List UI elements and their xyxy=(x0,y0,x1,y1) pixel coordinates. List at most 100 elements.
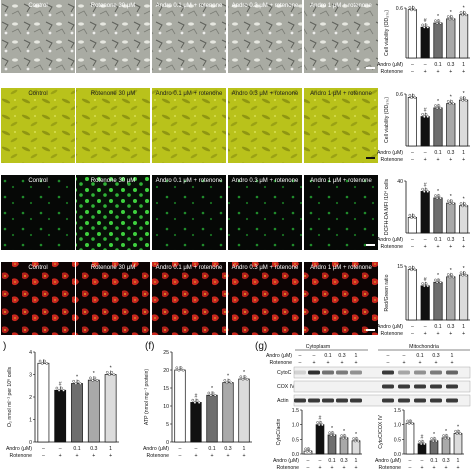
andro-row-label: Andro (μM) xyxy=(377,237,403,243)
data-point xyxy=(437,104,441,107)
data-point xyxy=(328,431,331,435)
sig-star: * xyxy=(457,424,459,430)
blot-andro-value: 0.3 xyxy=(432,353,439,359)
data-point xyxy=(421,282,424,285)
y-axis-label: Cell viability (OD₅₇₀) xyxy=(384,97,390,143)
blot-band xyxy=(430,370,442,375)
blot-band xyxy=(322,398,334,403)
andro-value: – xyxy=(411,324,414,330)
panel-letter-e: ) xyxy=(3,341,6,352)
bar-4 xyxy=(446,276,456,321)
micrograph-c-5: Andro 1 μM + rotenone xyxy=(304,175,378,250)
data-point xyxy=(243,375,247,379)
bottom-bar-charts: 0 1 2 3 4 O₂ nmol ml⁻¹ per 10⁶ cells # * * * Andro… xyxy=(6,350,464,471)
column-label: Andro 0.1 μM + rotenone xyxy=(156,178,223,184)
bar-1 xyxy=(407,97,417,147)
y-tick-label: 10 xyxy=(163,404,169,410)
data-point xyxy=(437,19,441,23)
data-point xyxy=(463,202,466,205)
sig-star: * xyxy=(450,10,452,16)
data-point xyxy=(241,377,245,381)
bar-3 xyxy=(327,434,337,455)
bar-2 xyxy=(315,424,325,455)
micrograph-c-3: Andro 0.1 μM + rotenone xyxy=(152,175,226,250)
data-point xyxy=(448,201,452,205)
data-point xyxy=(448,102,452,106)
rotenone-value: + xyxy=(424,69,427,75)
data-point xyxy=(430,437,433,440)
y-tick-label: 1.0 xyxy=(394,423,401,429)
sig-star: * xyxy=(437,189,439,195)
rotenone-value: + xyxy=(424,157,427,163)
rotenone-value: – xyxy=(409,465,412,471)
data-point xyxy=(452,275,455,279)
rotenone-row-label: Rotenone xyxy=(381,69,404,75)
y-tick-label: 2 xyxy=(29,395,32,401)
data-point xyxy=(93,376,97,380)
data-point xyxy=(459,432,462,435)
data-point xyxy=(225,381,229,385)
andro-value: 1 xyxy=(462,62,465,68)
column-label: Control xyxy=(28,91,47,97)
data-point xyxy=(435,439,438,443)
data-point xyxy=(459,96,463,100)
rotenone-row-label: Rotenone xyxy=(379,465,402,471)
bar-chart-a: 0.6 Cell viability (OD₅₇₀) # * * * Andro (μM)R… xyxy=(377,5,470,75)
andro-value: 0.1 xyxy=(73,446,80,452)
rotenone-value: + xyxy=(354,465,357,471)
data-point xyxy=(452,17,455,21)
andro-value: 1 xyxy=(462,237,465,243)
micrograph-d-3: Andro 0.1 μM + rotenone xyxy=(152,262,226,335)
bar-5 xyxy=(453,433,463,455)
andro-value: 0.1 xyxy=(328,458,335,464)
andro-value: 0.1 xyxy=(434,237,441,243)
data-point xyxy=(40,362,44,365)
sig-star: * xyxy=(343,429,345,435)
blot-band xyxy=(430,384,442,389)
blot-band xyxy=(350,370,362,375)
bar-3 xyxy=(433,107,443,147)
data-point xyxy=(352,437,355,440)
bar-4 xyxy=(441,437,451,455)
andro-value: – xyxy=(195,446,198,452)
data-point xyxy=(408,266,412,269)
column-label: Control xyxy=(28,178,47,184)
bar-2 xyxy=(54,389,67,443)
bar-chart-d: 15 Red/Green ratio # * * * Andro (μM)Rotenone –… xyxy=(377,264,470,337)
andro-row-label: Andro (μM) xyxy=(377,62,403,68)
data-point xyxy=(213,394,217,397)
rotenone-value: + xyxy=(436,157,439,163)
sig-hash: # xyxy=(424,18,427,24)
y-tick-label: 15 xyxy=(163,386,169,392)
andro-value: 0.3 xyxy=(447,237,454,243)
blot-band xyxy=(382,398,394,403)
rotenone-value: + xyxy=(342,465,345,471)
y-tick-label: 3 xyxy=(29,373,32,379)
sig-star: * xyxy=(437,273,439,279)
blot-band xyxy=(446,384,458,389)
bar-5 xyxy=(104,374,117,443)
y-tick-label: 5 xyxy=(166,422,169,428)
andro-value: – xyxy=(409,458,412,464)
data-point xyxy=(408,93,412,97)
andro-value: – xyxy=(42,446,45,452)
rotenone-row-label: Rotenone xyxy=(10,453,33,459)
y-tick-label: 1.5 xyxy=(394,408,401,414)
data-point xyxy=(461,204,465,208)
sig-hash: # xyxy=(59,381,62,387)
blot-band xyxy=(336,398,348,403)
rotenone-value: + xyxy=(436,331,439,337)
micrograph-b-1: Control xyxy=(1,88,75,163)
sig-star: * xyxy=(463,91,465,97)
data-point xyxy=(408,6,412,9)
blot-andro-value: – xyxy=(299,353,302,359)
y-tick-label: 4 xyxy=(29,350,32,356)
bar-2 xyxy=(420,191,430,234)
sig-star: * xyxy=(243,370,245,376)
data-point xyxy=(446,273,450,276)
y-axis-label: CytoC/COX IV xyxy=(378,415,384,449)
andro-row-label: Andro (μM) xyxy=(377,150,403,156)
bar-5 xyxy=(459,99,469,147)
micrograph-d-5: Andro 1 μM + rotenone xyxy=(304,262,378,335)
